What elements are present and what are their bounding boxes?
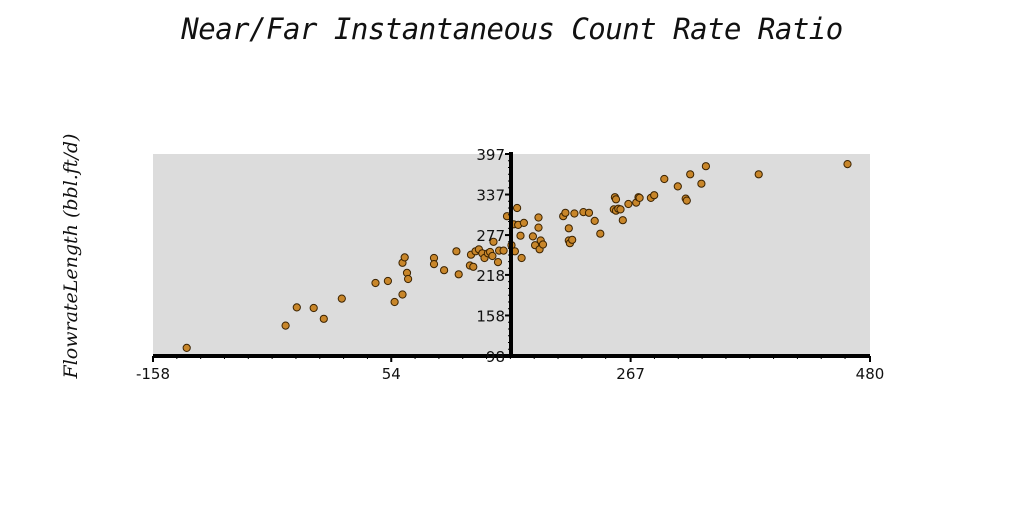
data-point [686,170,695,179]
data-point [429,260,439,269]
data-point [493,258,503,267]
data-point [564,224,573,233]
data-point [469,262,478,271]
data-point [754,170,763,179]
data-point [292,303,301,312]
data-point [590,216,599,225]
data-point [673,182,682,191]
data-point [454,270,463,279]
data-point [489,237,498,246]
y-tick-label: 158 [476,307,505,325]
data-point [182,343,191,352]
data-point [596,229,605,238]
data-point [568,235,577,244]
data-point [440,266,449,275]
data-point [682,196,691,205]
y-tick-label: 277 [476,227,505,245]
data-point [584,208,594,217]
data-point [635,193,644,202]
data-point [528,232,538,241]
data-point [390,297,399,307]
x-tick-label: 54 [382,365,401,383]
data-point [611,195,621,204]
y-tick-label: 337 [476,187,505,205]
chart-title: Near/Far Instantaneous Count Rate Ratio [181,12,843,46]
y-tick-label: 397 [476,146,505,164]
x-tick-label: -158 [136,365,170,383]
data-point [517,253,526,263]
data-point [650,191,659,200]
data-point [513,203,522,213]
data-point [624,199,633,209]
y-tick-label: 218 [476,267,505,285]
data-point [570,209,579,218]
data-point [843,160,852,169]
data-point [697,179,706,188]
data-point [516,231,525,240]
data-points [182,160,852,352]
data-point [488,251,497,261]
data-point [281,321,290,330]
data-point [616,205,625,214]
data-point [561,208,570,217]
data-point [400,253,409,262]
data-point [499,246,508,255]
data-point [618,216,627,225]
data-point [534,223,543,232]
axis-ticks: -158 54 267 480 397 337 277 218 158 98 [136,146,884,383]
data-point [519,218,529,227]
x-tick-label: 480 [856,365,885,383]
data-point [383,276,392,286]
data-point [452,247,461,256]
x-tick-label: 267 [616,365,645,383]
data-point [398,290,407,299]
data-point [534,213,543,222]
data-point [660,174,669,184]
data-point [538,240,548,249]
data-point [404,274,413,284]
data-point [701,162,711,171]
data-point [309,303,318,313]
data-point [319,314,328,323]
data-point [337,294,346,303]
y-axis-label: FlowrateLength (bbl.ft/d) [60,134,82,380]
data-point [371,278,380,288]
y-tick-label: 98 [486,348,505,366]
